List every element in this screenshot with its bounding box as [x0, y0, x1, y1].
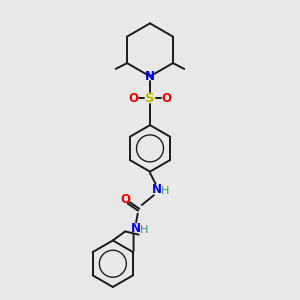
Text: N: N: [131, 222, 141, 235]
Text: O: O: [162, 92, 172, 105]
Text: O: O: [128, 92, 138, 105]
Text: N: N: [145, 70, 155, 83]
Text: S: S: [145, 92, 155, 105]
Text: O: O: [121, 193, 131, 206]
Text: N: N: [152, 183, 162, 196]
Text: H: H: [161, 186, 170, 196]
Text: H: H: [140, 225, 148, 235]
